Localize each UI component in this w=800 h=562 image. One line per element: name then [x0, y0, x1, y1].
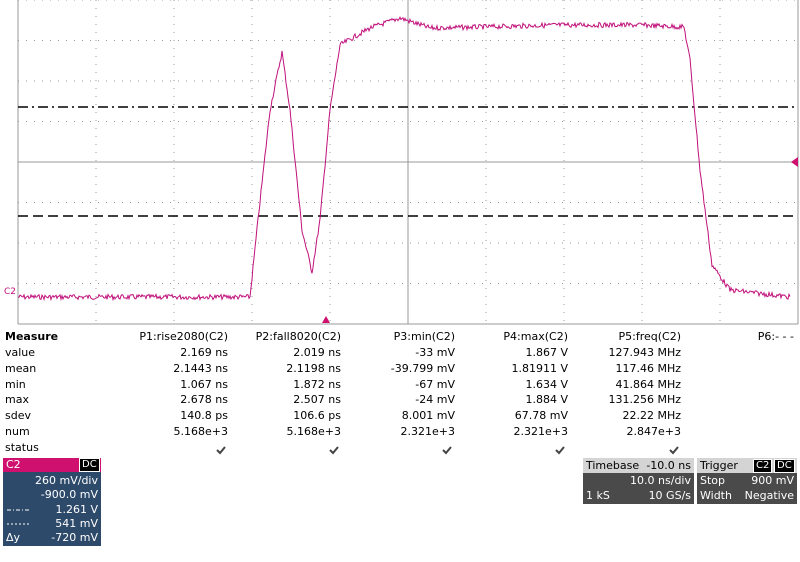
trigger-polarity: Negative [744, 489, 794, 502]
column-header: P1:rise2080(C2) [139, 330, 228, 343]
cell: 1.634 V [525, 377, 568, 391]
measure-title: Measure [5, 330, 59, 343]
cell: 2.321e+3 [513, 425, 568, 438]
trigger-type: Width [700, 489, 732, 502]
cursor2-value: 541 mV [55, 517, 98, 530]
cell: 1.872 ns [293, 377, 341, 391]
cell: 2.678 ns [180, 393, 228, 407]
cell: 131.256 MHz [608, 393, 681, 407]
scope-screen: {"channel_label":"C2", "measure":{"title… [3, 0, 799, 546]
cell: 2.1198 ns [286, 361, 341, 375]
channel-offset: -900.0 mV [40, 488, 98, 501]
check [555, 446, 565, 455]
check [442, 446, 452, 455]
timebase-delay: -10.0 ns [646, 459, 691, 472]
timebase-samples: 1 kS [586, 489, 610, 502]
cell: -67 mV [415, 377, 455, 391]
row-label: status [5, 441, 39, 454]
column-header: P5:freq(C2) [618, 330, 681, 343]
timebase-box: Timebase -10.0 ns 10.0 ns/div 1 kS 10 GS… [583, 458, 694, 504]
trigger-coupling: DC [774, 459, 795, 473]
row-label: num [5, 425, 30, 438]
check [669, 446, 679, 455]
channel-scale: 260 mV/div [35, 474, 98, 487]
trigger-mode: Stop [700, 474, 726, 487]
row-label: value [5, 346, 36, 359]
timebase-scale: 10.0 ns/div [630, 474, 691, 487]
cell: 1.81911 V [511, 361, 568, 375]
cell: 67.78 mV [514, 409, 568, 423]
channel-box: C2 DC 260 mV/div -900.0 mV 1.261 V 541 m… [3, 458, 101, 546]
trigger-level-marker [791, 157, 798, 167]
cell: 8.001 mV [401, 409, 455, 423]
waveform-display: C2 [4, 0, 799, 325]
row-label: sdev [5, 409, 31, 423]
cell: -39.799 mV [390, 361, 455, 375]
check [216, 446, 226, 455]
channel-header [3, 458, 101, 472]
cell: 1.067 ns [180, 377, 228, 391]
cell: 106.6 ps [293, 409, 341, 423]
cell: 127.943 MHz [608, 346, 681, 359]
timebase-header [583, 458, 694, 473]
cursor-icons [7, 509, 29, 525]
row-label: mean [5, 361, 37, 375]
check [329, 446, 339, 455]
cell: 117.46 MHz [615, 361, 681, 375]
cell: 2.321e+3 [400, 425, 455, 438]
cell: 5.168e+3 [286, 425, 341, 438]
trigger-box: Trigger C2 DC Stop 900 mV Width Negative [697, 458, 797, 504]
cell: -33 mV [415, 346, 455, 359]
timebase-label: Timebase [586, 459, 640, 472]
cell: 41.864 MHz [615, 377, 681, 391]
channel-coupling: DC [79, 458, 100, 472]
delta-label: Δy [6, 531, 21, 544]
row-label: max [5, 393, 29, 407]
cell: 5.168e+3 [173, 425, 228, 438]
cell: 1.867 V [525, 346, 568, 359]
cell: -24 mV [415, 393, 455, 407]
cell: 2.1443 ns [173, 361, 228, 375]
trigger-level: 900 mV [751, 474, 794, 487]
channel-name: C2 [6, 458, 21, 471]
cell: 22.22 MHz [622, 409, 681, 423]
trigger-time-marker [322, 316, 330, 323]
timebase-rate: 10 GS/s [648, 489, 691, 502]
cursor1-value: 1.261 V [55, 503, 98, 516]
cell: 2.847e+3 [626, 425, 681, 438]
status-checks [216, 446, 679, 455]
trigger-channel: C2 [753, 459, 773, 473]
cell: 2.019 ns [293, 346, 341, 359]
column-header: P2:fall8020(C2) [255, 330, 341, 343]
channel-label: C2 [4, 287, 16, 297]
delta-value: -720 mV [51, 531, 98, 544]
trace [17, 16, 791, 302]
cell: 2.507 ns [293, 393, 341, 407]
row-label: min [5, 377, 26, 391]
column-header: P6:- - - [757, 330, 794, 343]
cell: 2.169 ns [180, 346, 228, 359]
trigger-label: Trigger [700, 459, 738, 472]
column-header: P4:max(C2) [503, 330, 568, 343]
column-header: P3:min(C2) [393, 330, 455, 343]
cell: 140.8 ps [180, 409, 228, 423]
cell: 1.884 V [525, 393, 568, 407]
